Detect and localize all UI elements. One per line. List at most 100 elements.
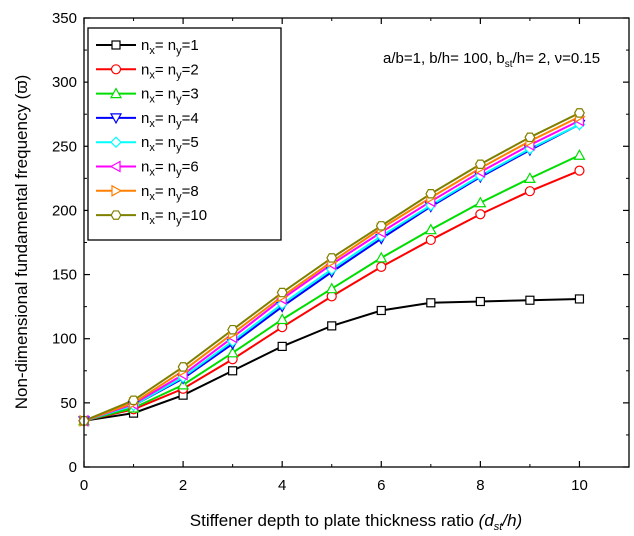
legend-sub-x: x bbox=[149, 215, 155, 227]
legend-sub-x: x bbox=[149, 94, 155, 106]
legend-sub-y: y bbox=[176, 167, 182, 179]
data-point bbox=[573, 108, 585, 118]
data-point bbox=[326, 253, 338, 263]
legend-value: =10 bbox=[182, 207, 207, 224]
data-point bbox=[177, 362, 189, 372]
data-point bbox=[376, 261, 387, 272]
x-axis-title-main: Stiffener depth to plate thickness ratio bbox=[190, 511, 479, 530]
legend-sub-y: y bbox=[176, 94, 182, 106]
legend-eq: = n bbox=[155, 183, 176, 200]
x-axis-title-var-close: /h) bbox=[501, 511, 522, 530]
legend-eq: = n bbox=[155, 86, 176, 103]
legend-sub-x: x bbox=[149, 142, 155, 154]
x-tick-label: 2 bbox=[179, 477, 187, 494]
legend-label: nx= ny=2 bbox=[141, 61, 199, 81]
data-point bbox=[424, 223, 437, 235]
legend-marker bbox=[109, 87, 123, 99]
legend-label: nx= ny=5 bbox=[141, 134, 199, 154]
legend-n1: n bbox=[141, 207, 149, 224]
data-point bbox=[524, 186, 536, 197]
legend-n1: n bbox=[141, 86, 149, 103]
data-point bbox=[425, 234, 436, 246]
legend-sub-y: y bbox=[176, 118, 182, 130]
data-point bbox=[475, 296, 485, 307]
legend-marker bbox=[111, 40, 121, 50]
legend-marker bbox=[110, 64, 122, 75]
x-axis-title-var-open: (d bbox=[479, 511, 495, 530]
legend-sub-y: y bbox=[176, 215, 182, 227]
x-tick-label: 6 bbox=[377, 477, 385, 494]
data-point bbox=[228, 366, 238, 376]
legend-n1: n bbox=[141, 159, 149, 176]
legend-value: =8 bbox=[182, 183, 199, 200]
y-tick-label: 250 bbox=[52, 138, 77, 155]
data-point bbox=[226, 346, 239, 358]
legend-label: nx= ny=6 bbox=[141, 159, 199, 179]
legend-sub-y: y bbox=[176, 45, 182, 57]
legend: nx= ny=1nx= ny=2nx= ny=3nx= ny=4nx= ny=5… bbox=[96, 37, 207, 227]
legend-value: =2 bbox=[182, 61, 199, 78]
data-point bbox=[425, 188, 437, 199]
legend-eq: = n bbox=[155, 37, 176, 54]
data-point bbox=[276, 287, 288, 298]
legend-eq: = n bbox=[155, 159, 176, 176]
legend-sub-y: y bbox=[176, 69, 182, 81]
data-point bbox=[375, 221, 387, 231]
legend-sub-x: x bbox=[149, 69, 155, 81]
legend-eq: = n bbox=[155, 110, 176, 127]
data-point bbox=[573, 149, 586, 160]
y-tick-label: 150 bbox=[52, 267, 77, 284]
legend-n1: n bbox=[141, 110, 149, 127]
legend-marker bbox=[110, 136, 122, 149]
legend-value: =3 bbox=[182, 86, 199, 103]
legend-sub-x: x bbox=[149, 118, 155, 130]
legend-marker bbox=[110, 210, 122, 220]
legend-label: nx= ny=3 bbox=[141, 86, 199, 106]
legend-value: =1 bbox=[182, 37, 199, 54]
data-point bbox=[574, 294, 585, 304]
y-tick-label: 200 bbox=[52, 202, 77, 219]
legend-box bbox=[87, 27, 282, 241]
annotation-part-a: a/b=1, b/h= 100, b bbox=[383, 50, 505, 67]
y-tick-label: 100 bbox=[52, 331, 77, 348]
data-point bbox=[277, 341, 287, 352]
data-point bbox=[474, 159, 486, 170]
legend-eq: = n bbox=[155, 134, 176, 151]
legend-eq: = n bbox=[155, 61, 176, 78]
data-point bbox=[474, 196, 487, 208]
legend-label: nx= ny=8 bbox=[141, 183, 199, 203]
x-tick-label: 8 bbox=[476, 477, 484, 494]
legend-value: =6 bbox=[182, 159, 199, 176]
y-tick-label: 350 bbox=[52, 10, 77, 27]
legend-marker bbox=[109, 160, 121, 173]
legend-marker bbox=[111, 184, 123, 197]
legend-value: =5 bbox=[182, 134, 199, 151]
y-tick-label: 300 bbox=[52, 74, 77, 91]
legend-sub-x: x bbox=[149, 45, 155, 57]
data-point bbox=[376, 305, 386, 316]
legend-marker bbox=[109, 113, 123, 125]
data-point bbox=[475, 209, 486, 220]
x-axis-title: Stiffener depth to plate thickness ratio… bbox=[190, 511, 522, 533]
data-point bbox=[523, 172, 536, 183]
annotation-sub: st bbox=[505, 59, 513, 70]
legend-label: nx= ny=1 bbox=[141, 37, 199, 57]
data-point bbox=[524, 132, 536, 143]
legend-label: nx= ny=10 bbox=[141, 207, 207, 227]
annotation: a/b=1, b/h= 100, bst/h= 2, ν=0.15 bbox=[383, 50, 600, 70]
y-axis-title: Non-dimensional fundamental frequency (ϖ… bbox=[12, 75, 31, 410]
x-tick-label: 10 bbox=[571, 477, 588, 494]
data-point bbox=[227, 324, 239, 335]
legend-n1: n bbox=[141, 134, 149, 151]
legend-n1: n bbox=[141, 37, 149, 54]
x-axis-title-var-sub: st bbox=[494, 521, 504, 533]
legend-sub-x: x bbox=[149, 191, 155, 203]
data-point bbox=[525, 295, 535, 305]
data-point bbox=[426, 298, 436, 308]
y-tick-label: 0 bbox=[69, 459, 77, 476]
x-tick-label: 0 bbox=[80, 477, 88, 494]
legend-label: nx= ny=4 bbox=[141, 110, 199, 130]
annotation-part-b: /h= 2, ν=0.15 bbox=[513, 50, 601, 67]
